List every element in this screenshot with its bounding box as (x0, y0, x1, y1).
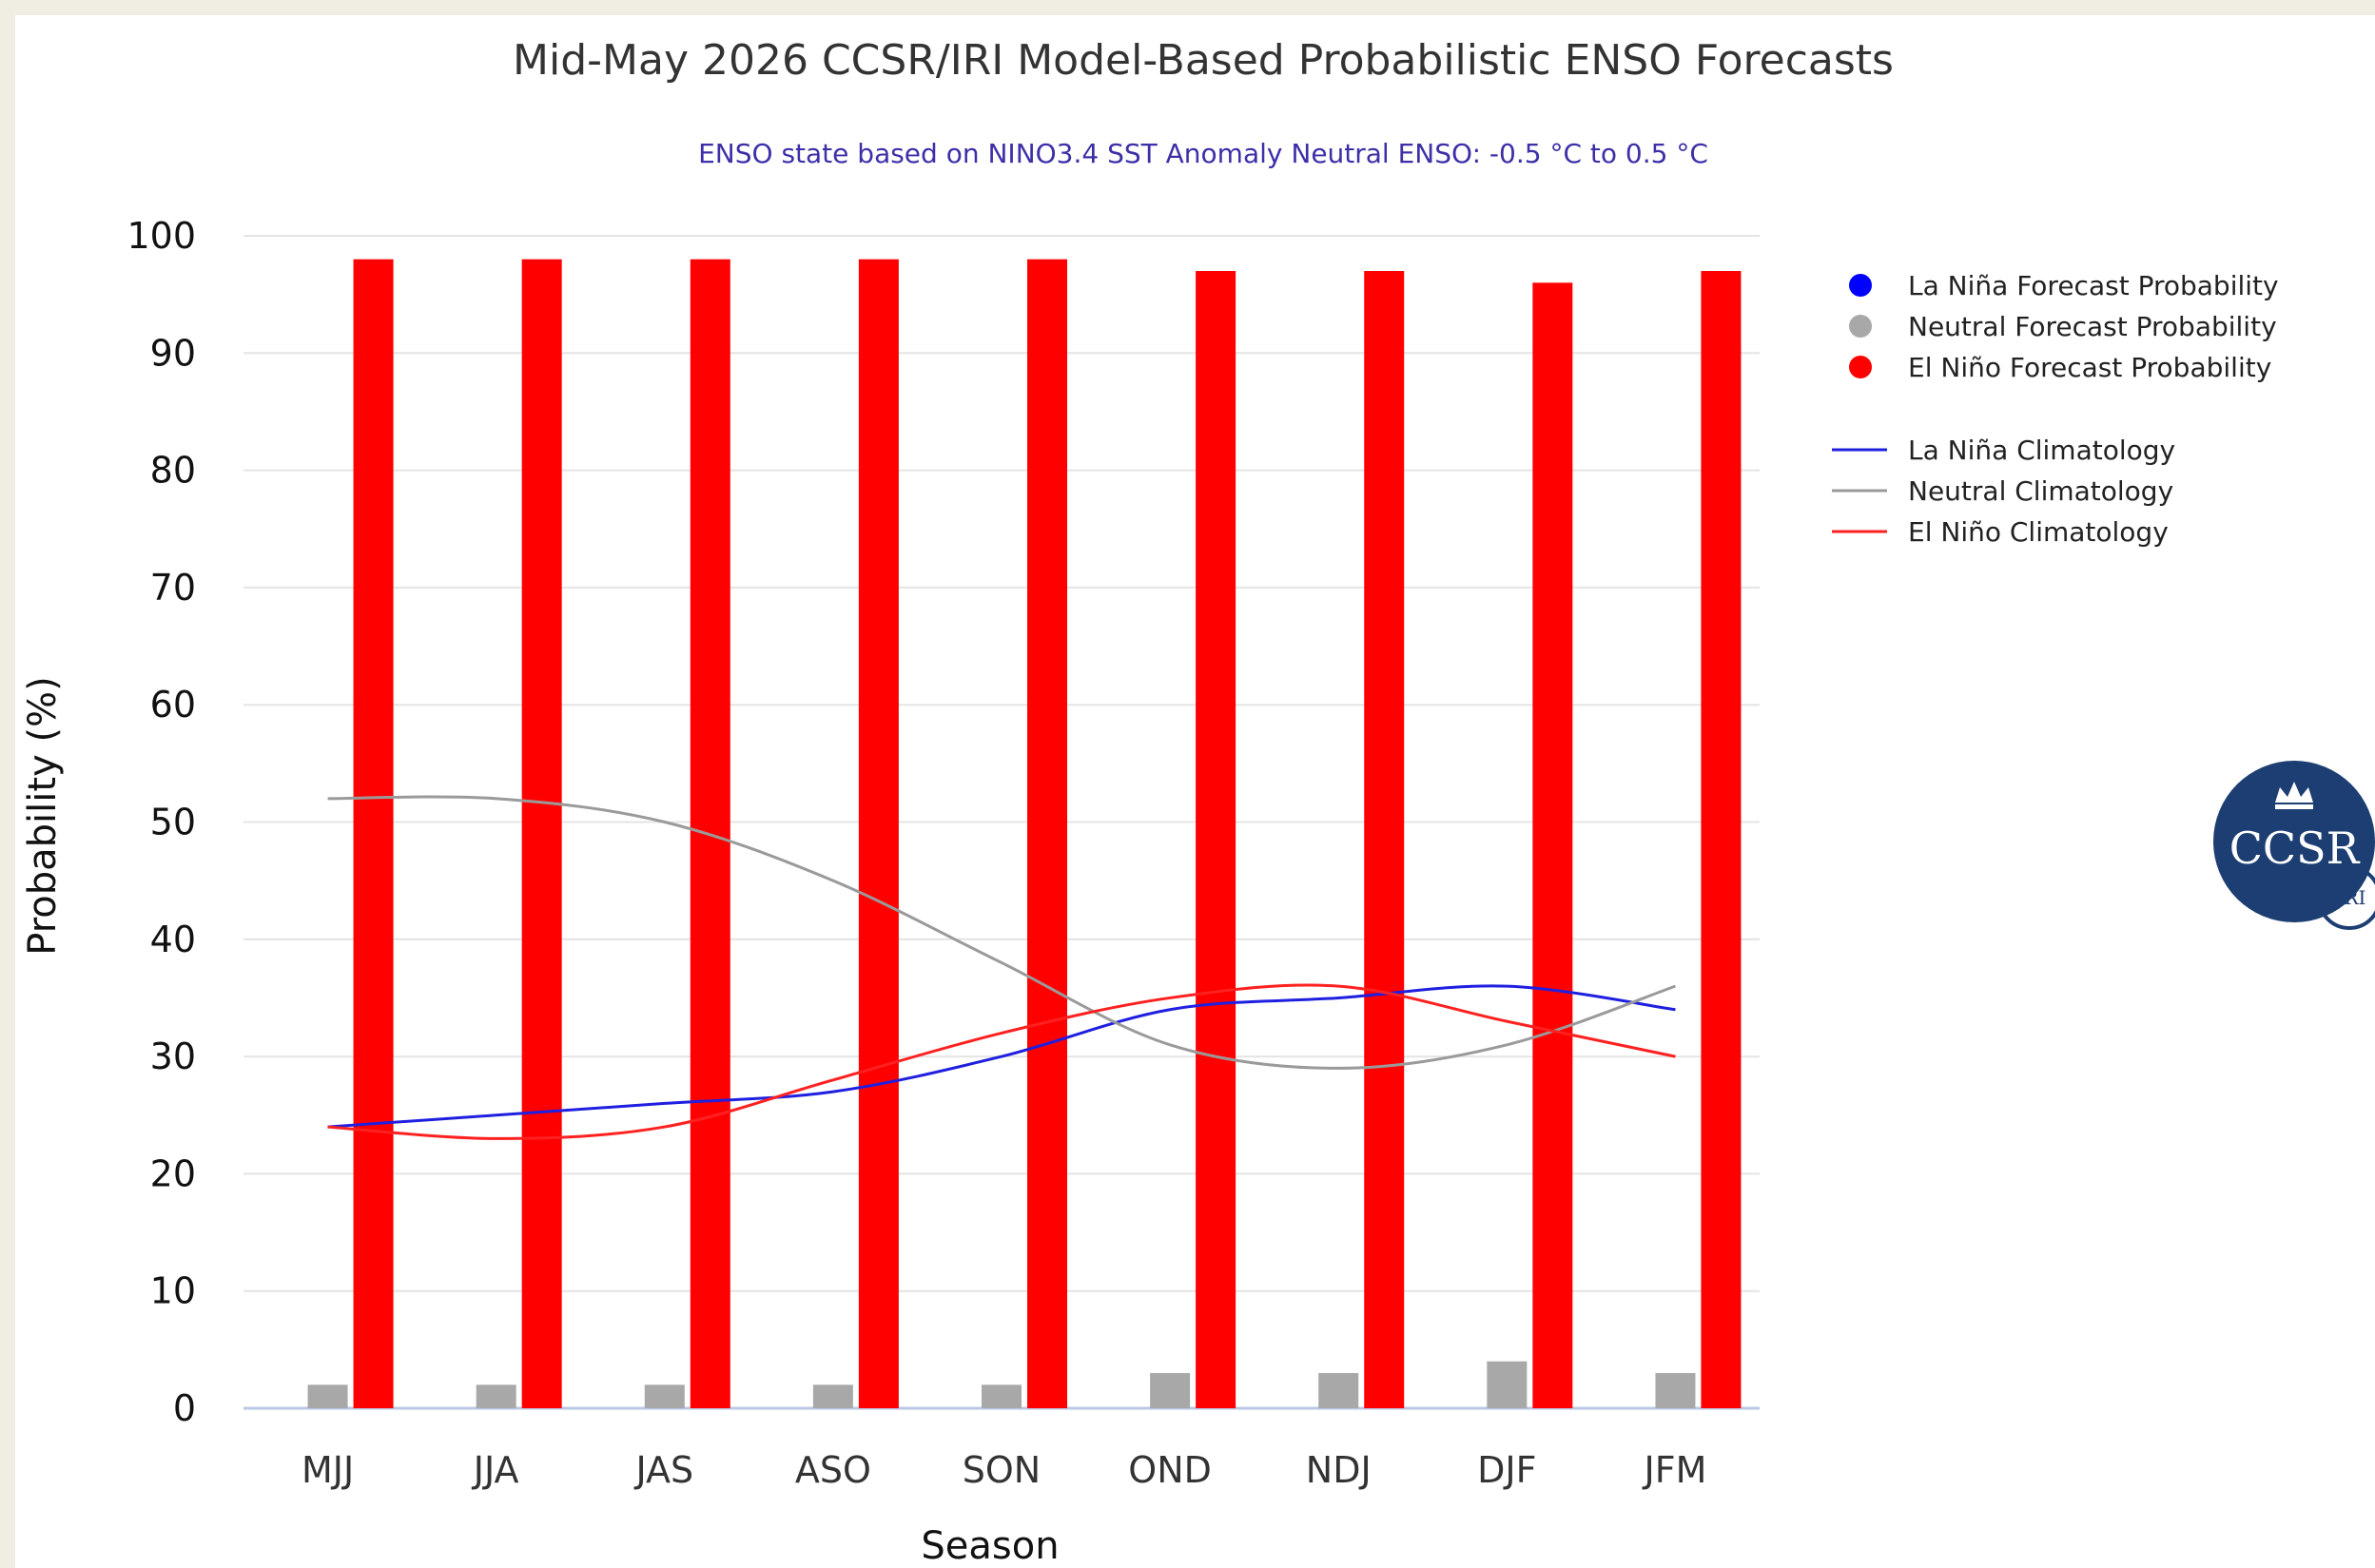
climatology-lines (327, 795, 1676, 1140)
ccsr-logo-circle (2213, 761, 2375, 922)
y-tick-50: 50 (150, 802, 196, 843)
bar-el-ni-o-forecast-probability-mjj (353, 259, 394, 1408)
bar-el-ni-o-forecast-probability-ndj (1364, 270, 1405, 1408)
bar-neutral-forecast-probability-ond (1150, 1373, 1191, 1408)
bar-neutral-forecast-probability-son (982, 1384, 1022, 1408)
x-axis-label: Season (921, 1524, 1059, 1568)
legend: La Niña Forecast Probability Neutral Fore… (1832, 270, 2279, 548)
legend-label-el-ni-o-climatology: El Niño Climatology (1908, 516, 2169, 548)
legend-marker-neutral-forecast-probability (1849, 315, 1872, 338)
y-axis-label: Probability (%) (21, 676, 65, 955)
grid-lines (243, 235, 1760, 1410)
bar-neutral-forecast-probability-djf (1487, 1361, 1528, 1408)
x-tick-son: SON (963, 1449, 1041, 1491)
bar-neutral-forecast-probability-aso (812, 1384, 853, 1408)
bar-neutral-forecast-probability-jja (476, 1384, 516, 1408)
y-tick-100: 100 (127, 215, 196, 257)
line-el-ni-o-climatology (327, 983, 1676, 1140)
line-la-ni-a-climatology (327, 984, 1676, 1129)
enso-forecast-chart: Mid-May 2026 CCSR/IRI Model-Based Probab… (21, 36, 2375, 1568)
legend-label-la-ni-a-forecast-probability: La Niña Forecast Probability (1908, 270, 2279, 301)
x-tick-jja: JJA (472, 1449, 519, 1491)
y-tick-labels: 0 10 20 30 40 50 60 70 80 90 100 (127, 215, 196, 1429)
legend-marker-el-ni-o-forecast-probability (1849, 356, 1872, 378)
y-tick-10: 10 (150, 1270, 196, 1312)
chart-frame: Mid-May 2026 CCSR/IRI Model-Based Probab… (15, 15, 2375, 1568)
line-neutral-climatology (327, 795, 1676, 1070)
bar-el-ni-o-forecast-probability-jja (521, 259, 562, 1408)
x-tick-ond: OND (1128, 1449, 1212, 1491)
y-tick-0: 0 (173, 1387, 196, 1429)
bar-el-ni-o-forecast-probability-djf (1532, 282, 1573, 1408)
bar-el-ni-o-forecast-probability-jfm (1701, 270, 1742, 1408)
y-tick-90: 90 (150, 332, 196, 374)
ccsr-logo: IRI CCSR (2213, 761, 2375, 930)
x-tick-jas: JAS (633, 1449, 693, 1491)
bar-neutral-forecast-probability-jfm (1655, 1373, 1696, 1408)
bar-neutral-forecast-probability-jas (644, 1384, 685, 1408)
crown-icon (2275, 782, 2313, 809)
y-tick-40: 40 (150, 919, 196, 960)
chart-title: Mid-May 2026 CCSR/IRI Model-Based Probab… (513, 36, 1894, 85)
x-tick-labels: MJJ JJA JAS ASO SON OND NDJ DJF JFM (302, 1449, 1706, 1491)
bar-neutral-forecast-probability-mjj (307, 1384, 348, 1408)
bars (307, 259, 1742, 1408)
legend-label-neutral-forecast-probability: Neutral Forecast Probability (1908, 311, 2277, 342)
bar-el-ni-o-forecast-probability-ond (1196, 270, 1236, 1408)
legend-label-el-ni-o-forecast-probability: El Niño Forecast Probability (1908, 352, 2271, 383)
y-tick-30: 30 (150, 1036, 196, 1077)
ccsr-logo-text: CCSR (2229, 823, 2361, 874)
legend-marker-la-ni-a-forecast-probability (1849, 274, 1872, 297)
x-tick-djf: DJF (1477, 1449, 1536, 1491)
bar-neutral-forecast-probability-ndj (1318, 1373, 1359, 1408)
legend-label-neutral-climatology: Neutral Climatology (1908, 475, 2173, 507)
x-tick-jfm: JFM (1643, 1449, 1707, 1491)
bar-el-ni-o-forecast-probability-aso (858, 259, 899, 1408)
bar-el-ni-o-forecast-probability-son (1027, 259, 1067, 1408)
legend-label-la-ni-a-climatology: La Niña Climatology (1908, 435, 2175, 466)
x-tick-mjj: MJJ (302, 1449, 354, 1491)
chart-subtitle: ENSO state based on NINO3.4 SST Anomaly … (698, 138, 1708, 169)
y-tick-70: 70 (150, 567, 196, 609)
y-tick-80: 80 (150, 450, 196, 492)
y-tick-20: 20 (150, 1152, 196, 1194)
x-tick-ndj: NDJ (1306, 1449, 1372, 1491)
x-tick-aso: ASO (795, 1449, 871, 1491)
y-tick-60: 60 (150, 684, 196, 726)
